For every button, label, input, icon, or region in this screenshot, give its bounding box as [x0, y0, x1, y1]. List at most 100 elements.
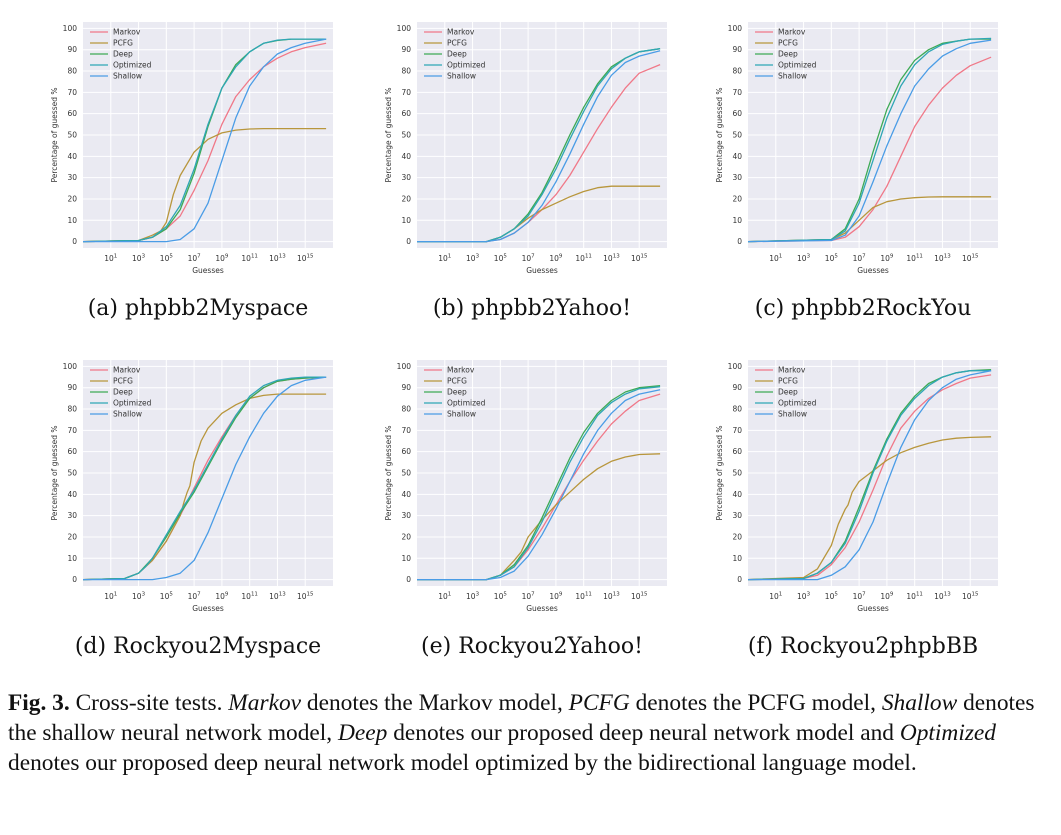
legend: Markov PCFG Deep Optimized Shallow	[424, 28, 486, 81]
legend-label-markov: Markov	[778, 366, 806, 375]
y-tick-label: 60	[732, 109, 742, 118]
legend-label-shallow: Shallow	[778, 72, 807, 81]
y-tick-label: 20	[401, 194, 411, 203]
legend-label-markov: Markov	[113, 28, 141, 37]
y-tick-label: 40	[732, 490, 742, 499]
chart-panel-d: 0 10 20 30 40 50 60 70 80 90 100 101 103 105 107 109 101…	[28, 352, 368, 682]
caption-label: Fig. 3.	[8, 690, 70, 716]
y-tick-label: 60	[67, 447, 77, 456]
y-tick-label: 80	[401, 405, 411, 414]
chart-f: 0 10 20 30 40 50 60 70 80 90 100 101 103 105 107 109 101…	[715, 360, 998, 613]
y-tick-label: 60	[401, 447, 411, 456]
legend-label-pcfg: PCFG	[113, 39, 133, 48]
legend-label-shallow: Shallow	[778, 410, 807, 419]
y-tick-label: 10	[732, 216, 742, 225]
x-tick-label: 107	[853, 592, 867, 602]
legend-label-deep: Deep	[447, 50, 467, 59]
x-tick-label: 107	[522, 592, 536, 602]
caption-term: Shallow	[881, 690, 958, 716]
y-tick-label: 100	[728, 24, 743, 33]
x-tick-label: 1013	[269, 254, 286, 264]
y-tick-label: 0	[72, 237, 77, 246]
y-tick-label: 40	[732, 152, 742, 161]
y-tick-label: 0	[72, 575, 77, 584]
y-tick-label: 90	[401, 45, 411, 54]
x-tick-label: 1015	[297, 254, 314, 264]
x-tick-label: 103	[466, 254, 480, 264]
y-tick-label: 100	[63, 24, 78, 33]
y-tick-label: 40	[67, 490, 77, 499]
chart-panel-a: 0 10 20 30 40 50 60 70 80 90 100 101 103 105 107 109 101…	[28, 14, 368, 344]
series-line-deep	[82, 376, 327, 581]
x-axis-label: Guesses	[192, 604, 224, 613]
y-tick-label: 50	[67, 131, 77, 140]
x-tick-label: 105	[825, 254, 839, 264]
series-line-optimized	[82, 38, 327, 243]
y-axis-label: Percentage of guessed %	[384, 425, 393, 520]
series-line-pcfg	[417, 453, 661, 581]
caption-text: denotes our proposed deep neural network…	[387, 720, 900, 746]
series-line-shallow	[83, 376, 327, 581]
legend-label-shallow: Shallow	[447, 72, 476, 81]
subfigure-caption: (b) phpbb2Yahoo!	[432, 296, 632, 321]
x-tick-label: 105	[494, 592, 508, 602]
chart-c: 0 10 20 30 40 50 60 70 80 90 100 101 103 105 107 109 101…	[715, 22, 998, 275]
legend-label-markov: Markov	[113, 366, 141, 375]
subfigure-caption: (a) phpbb2Myspace	[87, 296, 309, 321]
x-tick-label: 109	[549, 592, 563, 602]
series-line-markov	[747, 374, 992, 581]
series-line-markov	[747, 56, 992, 243]
y-tick-label: 100	[397, 362, 412, 371]
x-tick-label: 109	[215, 592, 229, 602]
x-tick-label: 1011	[906, 592, 923, 602]
legend-label-deep: Deep	[113, 50, 133, 59]
y-tick-label: 80	[401, 67, 411, 76]
legend-label-deep: Deep	[778, 50, 798, 59]
x-tick-label: 1011	[241, 254, 258, 264]
x-tick-label: 101	[104, 254, 117, 264]
x-tick-label: 105	[494, 254, 508, 264]
y-tick-label: 30	[67, 511, 77, 520]
x-tick-label: 101	[769, 592, 782, 602]
caption-text: denotes the Markov model,	[301, 690, 569, 716]
legend-label-optimized: Optimized	[778, 399, 817, 408]
y-tick-label: 60	[401, 109, 411, 118]
x-tick-label: 1013	[603, 592, 620, 602]
series-line-pcfg	[82, 393, 327, 581]
y-tick-label: 50	[732, 131, 742, 140]
series-line-optimized	[747, 37, 992, 243]
legend-label-pcfg: PCFG	[447, 377, 467, 386]
x-tick-label: 101	[438, 254, 451, 264]
x-tick-label: 101	[104, 592, 117, 602]
y-tick-label: 70	[67, 426, 77, 435]
y-axis-label: Percentage of guessed %	[50, 425, 59, 520]
x-tick-label: 109	[549, 254, 563, 264]
legend-label-optimized: Optimized	[778, 61, 817, 70]
series-line-shallow	[83, 38, 327, 243]
y-tick-label: 70	[732, 88, 742, 97]
subfigure-caption: (f) Rockyou2phpbBB	[747, 634, 979, 659]
y-tick-label: 80	[67, 67, 77, 76]
x-tick-label: 1015	[631, 592, 648, 602]
y-tick-label: 50	[67, 469, 77, 478]
series-line-shallow	[747, 39, 992, 243]
y-tick-label: 50	[732, 469, 742, 478]
legend-label-shallow: Shallow	[113, 72, 142, 81]
chart-panel-c: 0 10 20 30 40 50 60 70 80 90 100 101 103 105 107 109 101…	[693, 14, 1033, 344]
y-tick-label: 50	[401, 469, 411, 478]
x-tick-label: 107	[522, 254, 536, 264]
series-line-pcfg	[747, 196, 992, 243]
legend-label-markov: Markov	[447, 366, 475, 375]
caption-text: denotes the PCFG model,	[629, 690, 882, 716]
x-tick-label: 1013	[603, 254, 620, 264]
legend-label-optimized: Optimized	[113, 399, 152, 408]
chart-e: 0 10 20 30 40 50 60 70 80 90 100 101 103 105 107 109 101…	[384, 360, 667, 613]
x-tick-label: 103	[797, 592, 811, 602]
caption-text: denotes the shallow neural network model…	[8, 690, 1035, 746]
legend-label-optimized: Optimized	[447, 399, 486, 408]
x-tick-label: 1013	[934, 254, 951, 264]
y-tick-label: 60	[732, 447, 742, 456]
legend-label-shallow: Shallow	[447, 410, 476, 419]
x-tick-label: 103	[132, 254, 146, 264]
x-tick-label: 107	[188, 592, 202, 602]
